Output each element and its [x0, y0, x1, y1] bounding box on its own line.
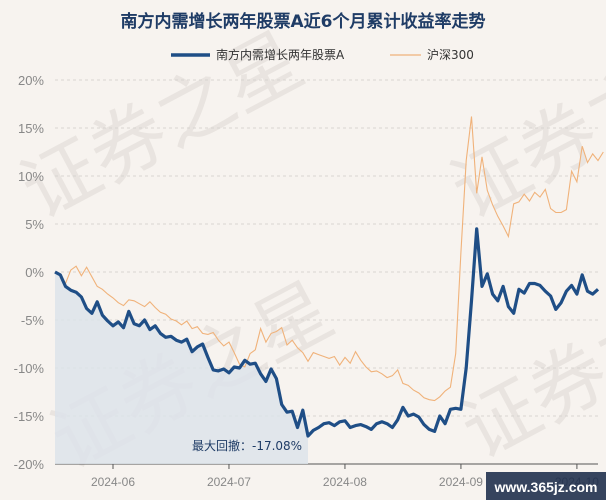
y-tick-label: 5% — [25, 217, 44, 232]
y-tick-label: -5% — [21, 313, 45, 328]
site-label: www.365jz.com — [494, 479, 598, 495]
series-line-fund — [54, 227, 600, 438]
y-tick-label: -20% — [14, 457, 45, 472]
y-tick-label: -10% — [14, 361, 45, 376]
x-tick-label: 2024-07 — [207, 475, 251, 489]
series-line-csi300 — [54, 116, 604, 402]
y-tick-label: 0% — [25, 265, 44, 280]
x-tick-label: 2024-08 — [323, 475, 367, 489]
y-tick-label: -15% — [14, 409, 45, 424]
legend-label-index: 沪深300 — [427, 48, 474, 62]
chart-title: 南方内需增长两年股票A近6个月累计收益率走势 — [121, 11, 486, 32]
max-drawdown-annotation: 最大回撤：-17.08% — [192, 438, 302, 453]
x-tick-label: 2024-09 — [439, 475, 483, 489]
y-tick-label: 15% — [18, 121, 44, 136]
site-badge — [486, 472, 606, 500]
x-tick-label: 2024-06 — [91, 475, 135, 489]
y-axis: 20% 15% 10% 5% 0% -5% -10% -15% -20% — [14, 73, 45, 472]
legend-label-fund: 南方内需增长两年股票A — [216, 47, 345, 62]
drawdown-area — [55, 272, 308, 464]
y-tick-label: 20% — [18, 73, 44, 88]
legend: 南方内需增长两年股票A 沪深300 — [171, 47, 474, 62]
y-tick-label: 10% — [18, 169, 44, 184]
